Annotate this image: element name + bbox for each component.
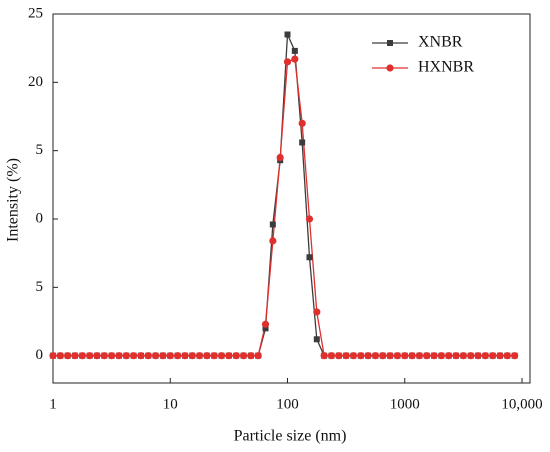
point: [291, 55, 299, 63]
point: [166, 352, 174, 360]
series-line: [53, 58, 515, 357]
point: [108, 352, 116, 360]
y-axis-label: Intensity (%): [5, 158, 22, 242]
y-tick-label: 5: [36, 279, 44, 295]
point: [232, 352, 240, 360]
y-tick-label: 0: [36, 347, 44, 363]
series-line: [53, 34, 515, 357]
point: [56, 352, 64, 360]
x-tick-label: 100: [276, 396, 299, 412]
point: [489, 352, 497, 360]
x-tick-label: 1000: [390, 396, 420, 412]
point: [276, 153, 284, 162]
point: [496, 352, 504, 360]
point: [210, 352, 218, 360]
point: [503, 352, 511, 360]
point: [299, 139, 306, 146]
point: [445, 352, 453, 360]
point: [415, 352, 424, 360]
x-tick-label: 10: [163, 396, 178, 412]
point: [511, 352, 519, 360]
point: [261, 320, 270, 328]
point: [130, 352, 138, 360]
point: [269, 237, 277, 245]
legend-label: HXNBR: [418, 59, 474, 76]
point: [86, 352, 94, 360]
point: [305, 215, 314, 223]
point: [408, 352, 416, 360]
point: [327, 352, 336, 360]
point: [364, 352, 372, 360]
point: [239, 352, 248, 360]
legend-label: XNBR: [418, 34, 463, 51]
plot-frame: [52, 13, 531, 384]
point: [144, 352, 152, 360]
legend-marker: [386, 64, 394, 72]
point: [254, 352, 262, 360]
point: [100, 352, 108, 360]
point: [195, 352, 204, 360]
point: [93, 352, 101, 360]
point: [225, 352, 233, 360]
point: [188, 352, 196, 360]
x-axis-label: Particle size (nm): [234, 428, 347, 445]
point: [291, 47, 298, 54]
y-tick-label: 5: [36, 142, 44, 158]
point: [481, 352, 489, 360]
point: [159, 352, 167, 360]
point: [459, 352, 467, 360]
point: [217, 352, 226, 360]
point: [78, 352, 86, 360]
point: [379, 352, 387, 360]
point: [122, 352, 130, 360]
point: [203, 352, 211, 360]
point: [467, 352, 475, 360]
point: [393, 352, 402, 360]
point: [313, 336, 320, 343]
point: [71, 352, 79, 360]
point: [64, 352, 72, 360]
legend-marker: [387, 40, 393, 46]
point: [306, 254, 313, 261]
point: [452, 352, 460, 360]
point: [247, 352, 255, 360]
point: [269, 221, 276, 228]
point: [342, 352, 350, 360]
point: [298, 119, 306, 127]
point: [423, 352, 431, 360]
point: [181, 352, 189, 360]
point: [357, 352, 365, 360]
point: [335, 352, 343, 360]
x-tick-label: 10,000: [501, 396, 542, 412]
point: [430, 352, 438, 360]
point: [349, 352, 358, 360]
y-tick-label: 0: [36, 210, 44, 226]
point: [474, 352, 482, 360]
point: [313, 308, 321, 316]
point: [401, 352, 409, 360]
point: [386, 352, 394, 360]
y-tick-label: 25: [28, 5, 43, 21]
point: [173, 352, 182, 360]
point: [371, 352, 380, 360]
point: [283, 58, 292, 66]
point: [137, 352, 145, 360]
point: [284, 31, 291, 38]
point: [320, 352, 328, 360]
point: [115, 352, 123, 360]
point: [437, 352, 446, 360]
y-tick-label: 20: [28, 74, 43, 90]
point: [49, 352, 57, 360]
point: [262, 325, 269, 332]
point: [151, 352, 160, 360]
x-tick-label: 1: [49, 396, 57, 412]
